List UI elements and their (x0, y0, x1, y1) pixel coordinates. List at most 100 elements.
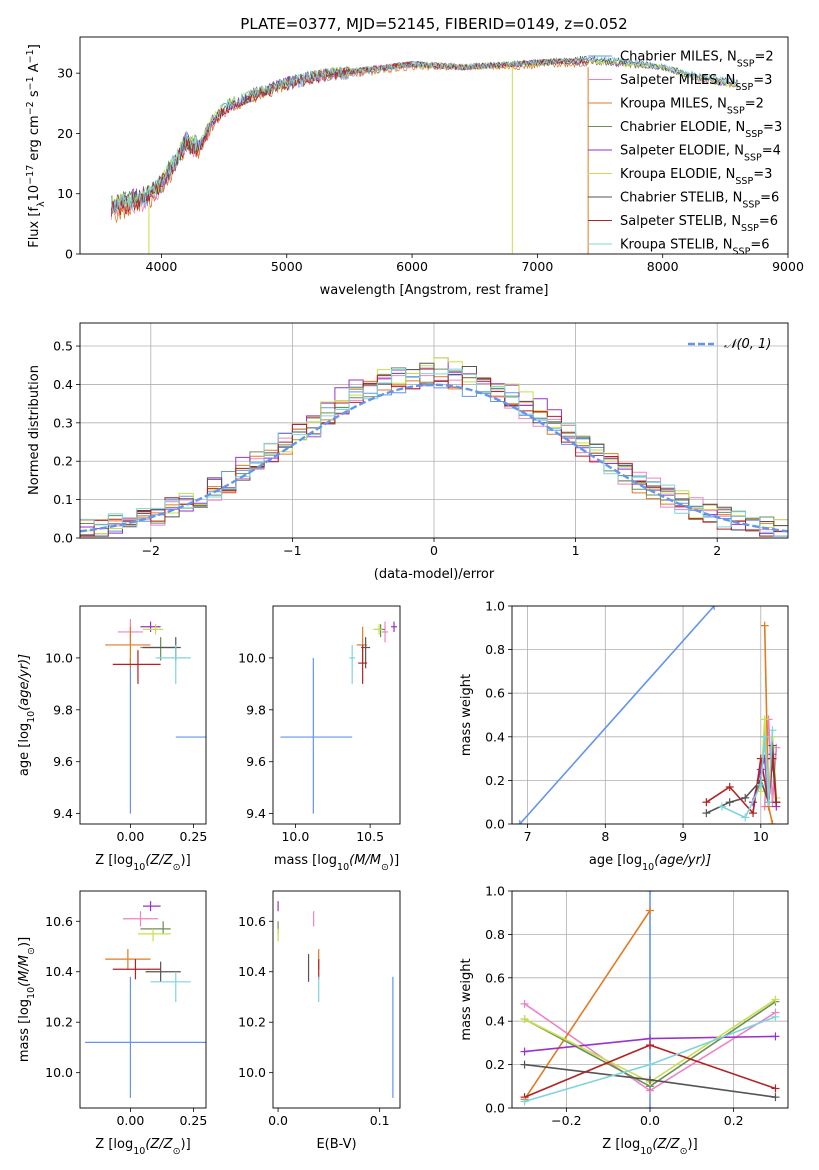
legend-label: Chabrier MILES, NSSP=2 (620, 50, 774, 70)
weight-lines (520, 891, 780, 1108)
x-tick-label: 0.0 (268, 1113, 288, 1128)
y-tick-label: 0.0 (485, 817, 505, 832)
axes-frame (272, 605, 401, 825)
panel-mass_vs_Z: 0.00 0.25 10.0 10.2 10.4 10.6 Z [log10(Z/Z⊙)] m… (17, 890, 207, 1157)
y-tick-label: 0.2 (53, 454, 73, 469)
legend-label: Chabrier STELIB, NSSP=6 (620, 191, 779, 211)
y-tick-label: 30 (57, 66, 73, 81)
panel-mass_vs_ebv: 0.0 0.1 10.0 10.2 10.4 10.6 E(B-V) (238, 890, 401, 1152)
y-tick-label: 0.6 (485, 970, 505, 985)
axes-frame (79, 36, 789, 255)
y-axis-label: Normed distribution (27, 365, 42, 495)
x-tick-label: 0 (430, 543, 438, 558)
y-tick-label: 0.8 (485, 642, 505, 657)
weight-series-line (721, 730, 774, 819)
y-tick-label: 9.4 (53, 806, 73, 821)
legend-label: Salpeter STELIB, NSSP=6 (620, 214, 778, 234)
legend-label: 𝒩(0, 1) (724, 337, 771, 352)
x-axis-label: Z [log10(Z/Z⊙)] (95, 1137, 190, 1157)
y-tick-label: 0.1 (53, 492, 73, 507)
y-axis-label: Flux [fλ10−17 erg cm−2 s−1 A−1] (25, 44, 47, 248)
x-tick-label: 0.25 (179, 1113, 207, 1128)
weight-lines (515, 606, 781, 824)
legend-label: Kroupa MILES, NSSP=2 (620, 97, 764, 117)
x-axis-label: E(B-V) (316, 1137, 356, 1152)
axes-frame (79, 605, 207, 825)
x-axis-label: Z [log10(Z/Z⊙)] (95, 853, 190, 873)
spectrum-series-line (110, 57, 588, 215)
y-tick-label: 0.3 (53, 415, 73, 430)
panel-mass_weight_vs_age: 7 8 9 10 0.0 0.2 0.4 0.6 0.8 1.0 age [log10(age/yr… (459, 599, 789, 873)
y-axis-label: age [log10(age/yr)] (17, 654, 37, 776)
y-tick-label: 10.4 (238, 964, 266, 979)
error-bars (85, 901, 206, 1098)
error-bars (105, 618, 206, 814)
panel-age_vs_mass: 10.0 10.5 9.4 9.6 9.8 10.0 mass [log10(M/M⊙)] (238, 605, 401, 873)
x-tick-label: 8000 (647, 259, 679, 274)
x-tick-label: 0.00 (116, 829, 144, 844)
axes-frame (511, 605, 789, 825)
y-tick-label: 10.6 (238, 914, 266, 929)
x-tick-label: −1 (283, 543, 301, 558)
legend-label: Salpeter MILES, NSSP=3 (620, 73, 772, 93)
y-tick-label: 0.4 (485, 1014, 505, 1029)
panel-spectrum: 4000 5000 6000 7000 8000 9000 0 10 20 30 Chabrier … (25, 36, 804, 298)
y-tick-label: 0.5 (53, 339, 73, 354)
panel-mass_weight_vs_Z: −0.2 0.0 0.2 0.0 0.2 0.4 0.6 0.8 1.0 Z [log10(Z/Z… (459, 884, 789, 1157)
y-tick-label: 20 (57, 126, 73, 141)
axes-frame (272, 890, 401, 1109)
legend-label: Kroupa STELIB, NSSP=6 (620, 238, 770, 258)
x-tick-label: 10.0 (281, 829, 309, 844)
y-axis-label: mass [log10(M/M⊙)] (17, 937, 37, 1062)
y-tick-label: 10.0 (238, 1065, 266, 1080)
legend-label: Kroupa ELODIE, NSSP=3 (620, 167, 772, 187)
y-tick-label: 9.8 (53, 702, 73, 717)
y-tick-label: 10.6 (45, 914, 73, 929)
y-tick-label: 10.0 (238, 650, 266, 665)
y-tick-label: 10 (57, 186, 73, 201)
x-tick-label: 7 (524, 829, 532, 844)
weight-series-line (519, 606, 715, 824)
legend-label: Chabrier ELODIE, NSSP=3 (620, 120, 782, 140)
y-tick-label: 9.6 (246, 754, 266, 769)
x-tick-label: 0.00 (116, 1113, 144, 1128)
x-tick-label: 1 (572, 543, 580, 558)
y-tick-label: 0 (65, 247, 73, 262)
y-tick-label: 0.4 (53, 377, 73, 392)
x-tick-label: 9 (679, 829, 687, 844)
legend-label: Salpeter ELODIE, NSSP=4 (620, 144, 781, 164)
y-tick-label: 9.6 (53, 754, 73, 769)
x-tick-label: 5000 (271, 259, 303, 274)
gaussian-curve (80, 383, 788, 533)
y-tick-label: 0.4 (485, 729, 505, 744)
x-tick-label: 9000 (772, 259, 804, 274)
error-bars (280, 621, 398, 814)
spectrum-series-line (110, 57, 588, 217)
x-tick-label: 2 (713, 543, 721, 558)
y-tick-label: 10.0 (45, 1065, 73, 1080)
x-tick-label: 8 (601, 829, 609, 844)
axes-frame (79, 322, 789, 539)
y-tick-label: 10.4 (45, 964, 73, 979)
y-tick-label: 10.2 (238, 1015, 266, 1030)
spectrum-lines (110, 54, 739, 254)
histogram-series (80, 373, 788, 537)
y-tick-label: 1.0 (485, 884, 505, 899)
figure-title: PLATE=0377, MJD=52145, FIBERID=0149, z=0… (240, 15, 627, 33)
histogram-series (80, 357, 788, 535)
histogram-series (80, 362, 788, 537)
y-tick-label: 0.6 (485, 686, 505, 701)
x-tick-label: 10 (753, 829, 769, 844)
y-tick-label: 9.8 (246, 702, 266, 717)
y-tick-label: 0.8 (485, 927, 505, 942)
histogram-series (80, 368, 788, 537)
x-tick-label: 0.1 (370, 1113, 390, 1128)
y-axis-label: mass weight (459, 958, 474, 1040)
x-tick-label: 7000 (521, 259, 553, 274)
y-tick-label: 9.4 (246, 806, 266, 821)
y-tick-label: 0.2 (485, 1057, 505, 1072)
histogram-steps (80, 357, 788, 537)
panel-age_vs_Z: 0.00 0.25 9.4 9.6 9.8 10.0 Z [log10(Z/Z⊙)] age … (17, 605, 207, 873)
x-tick-label: 10.5 (356, 829, 384, 844)
spectrum-series-line (110, 55, 739, 214)
